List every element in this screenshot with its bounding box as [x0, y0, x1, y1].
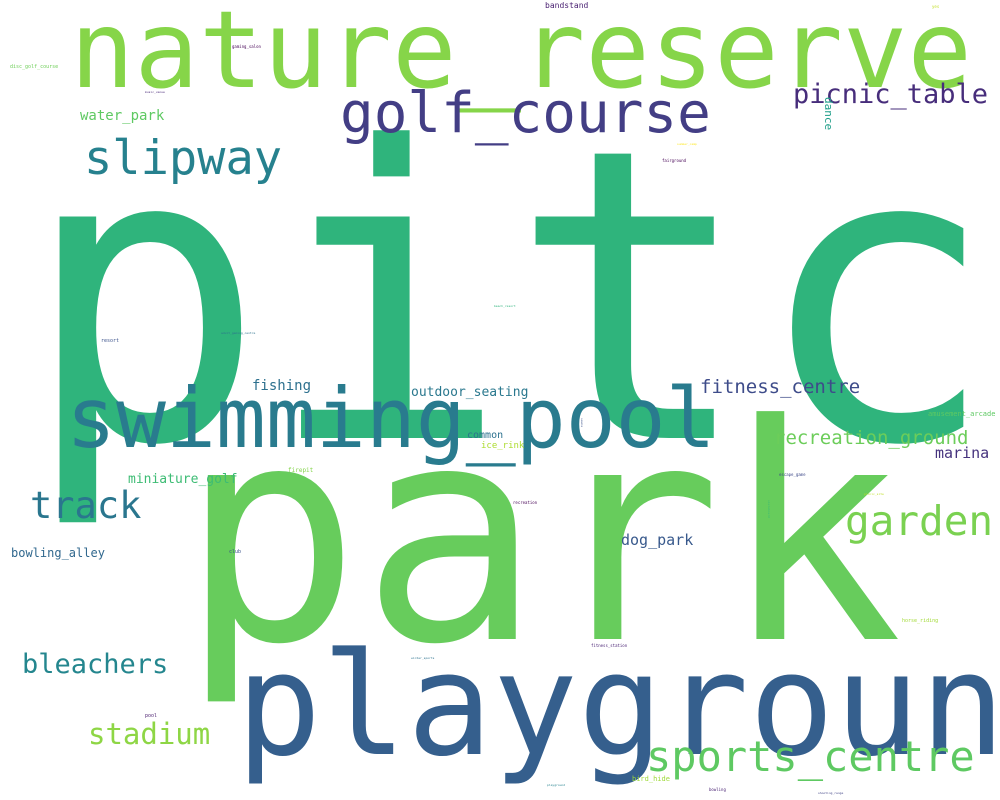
word-pool: pool	[145, 713, 158, 719]
word-beach-resort: beach_resort	[494, 304, 516, 308]
word-golf-course: golf_course	[340, 81, 711, 146]
word-resort: resort	[101, 338, 120, 344]
word-water-park: water_park	[80, 108, 165, 124]
word-fitness-station: fitness_station	[591, 643, 628, 648]
word-adult-gaming-centre: adult_gaming_centre	[221, 331, 256, 335]
word-fitness-centre: fitness_centre	[700, 376, 861, 398]
word-fairground: fairground	[662, 158, 687, 163]
word-nature-reserve: nature_reserve	[70, 0, 972, 113]
word-horse-riding: horse_riding	[902, 618, 939, 624]
word-dog-park: dog_park	[621, 531, 694, 549]
word-playground: playground	[236, 623, 1000, 788]
word-sauna: sauna	[580, 418, 584, 428]
word-playground-small: playground	[547, 783, 566, 787]
word-firepit: firepit	[288, 467, 314, 474]
word-bowling-alley: bowling_alley	[11, 546, 105, 560]
word-miniature-golf: miniature_golf	[128, 472, 238, 487]
word-slipway: slipway	[84, 131, 283, 186]
word-picnic-site: picnic_site	[864, 492, 884, 496]
word-garden: garden	[845, 497, 994, 545]
word-music-venue: music_venue	[145, 90, 165, 94]
word-amusement-arcade: amusement_arcade	[928, 410, 996, 418]
word-picnic-table: picnic_table	[793, 79, 989, 110]
word-ice-rink: ice_rink	[481, 441, 525, 451]
word-marina: marina	[935, 444, 990, 462]
word-escape-game: escape_game	[779, 472, 806, 477]
word-winter-sports: winter_sports	[411, 656, 435, 660]
word-swimming-pool: swimming_pool	[66, 370, 716, 467]
word-gaming-salon: gaming_salon	[232, 44, 261, 49]
word-park: park	[180, 361, 903, 710]
word-club: club	[229, 549, 242, 555]
word-outdoor-seating: outdoor_seating	[411, 385, 529, 400]
word-yes: yes	[932, 4, 940, 9]
word-skateboard: skateboard	[767, 500, 771, 519]
word-bleachers: bleachers	[22, 649, 169, 680]
word-sports-centre: sports_centre	[646, 732, 975, 781]
word-stadium: stadium	[88, 717, 211, 751]
word-recreation: recreation	[513, 500, 538, 505]
word-shooting-range: shooting_range	[818, 791, 844, 795]
word-fishing: fishing	[252, 378, 312, 394]
word-dance: dance	[822, 97, 835, 131]
word-bird-hide: bird_hide	[632, 775, 670, 783]
word-summer-camp: summer_camp	[677, 142, 697, 146]
word-recreation-ground: recreation_ground	[774, 427, 969, 449]
word-bowling: bowling	[709, 787, 726, 792]
word-track: track	[30, 484, 142, 527]
word-common: common	[467, 430, 504, 441]
word-disc-golf-course: disc_golf_course	[10, 64, 59, 70]
word-pitch: pitch	[22, 62, 1000, 534]
word-bandstand: bandstand	[545, 1, 589, 10]
